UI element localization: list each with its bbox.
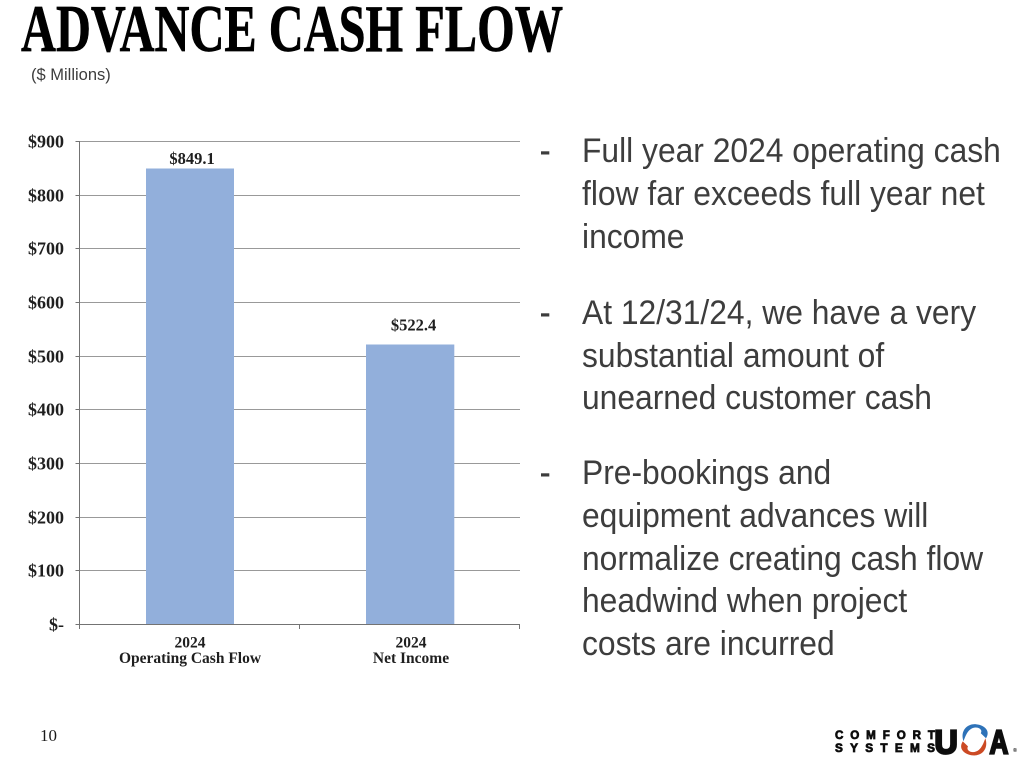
svg-text:$200: $200 <box>28 508 64 528</box>
svg-text:®: ® <box>1013 747 1017 754</box>
svg-text:$400: $400 <box>28 400 64 420</box>
svg-text:A: A <box>990 725 1009 762</box>
svg-text:SYSTEMS: SYSTEMS <box>835 741 935 755</box>
svg-text:$600: $600 <box>28 293 64 313</box>
svg-text:$849.1: $849.1 <box>169 149 214 168</box>
svg-text:U: U <box>934 723 957 761</box>
svg-text:Operating Cash Flow: Operating Cash Flow <box>119 650 262 667</box>
svg-text:$700: $700 <box>28 239 64 259</box>
svg-text:$-: $- <box>49 615 64 635</box>
svg-text:Net Income: Net Income <box>373 650 449 667</box>
svg-text:$500: $500 <box>28 347 64 367</box>
svg-text:2024: 2024 <box>396 635 427 652</box>
svg-text:$800: $800 <box>28 186 64 206</box>
svg-text:2024: 2024 <box>175 635 206 652</box>
svg-text:$300: $300 <box>28 454 64 474</box>
svg-text:$900: $900 <box>28 132 64 152</box>
svg-text:$100: $100 <box>28 561 64 581</box>
svg-text:$522.4: $522.4 <box>391 316 436 335</box>
